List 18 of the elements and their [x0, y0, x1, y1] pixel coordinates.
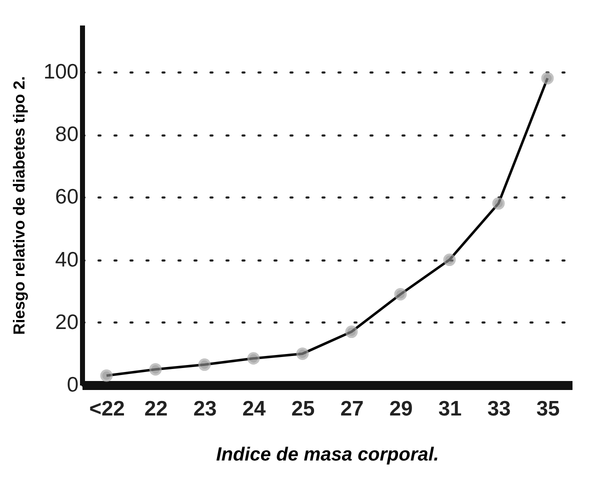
y-tick-label: 0 [66, 374, 78, 396]
x-tick-label: 23 [193, 398, 217, 420]
y-axis-title: Riesgo relativo de diabetes tipo 2. [11, 76, 28, 335]
x-tick-label: 29 [389, 398, 413, 420]
x-tick-label: 25 [291, 398, 315, 420]
y-tick-label: 20 [55, 310, 78, 334]
y-tick-label: 100 [43, 60, 78, 84]
x-tick-label: <22 [89, 398, 125, 420]
y-tick-label: 80 [55, 123, 78, 146]
x-tick-label: 33 [487, 398, 511, 420]
x-axis-title: Indice de masa corporal. [216, 444, 439, 466]
y-tick-label: 60 [55, 186, 78, 209]
x-tick-label: 24 [242, 398, 266, 420]
x-tick-label: 27 [340, 398, 364, 420]
y-tick-label: 40 [55, 248, 78, 272]
x-tick-label: 35 [536, 398, 560, 420]
x-tick-label: 22 [144, 398, 168, 420]
x-tick-label: 31 [438, 398, 462, 420]
